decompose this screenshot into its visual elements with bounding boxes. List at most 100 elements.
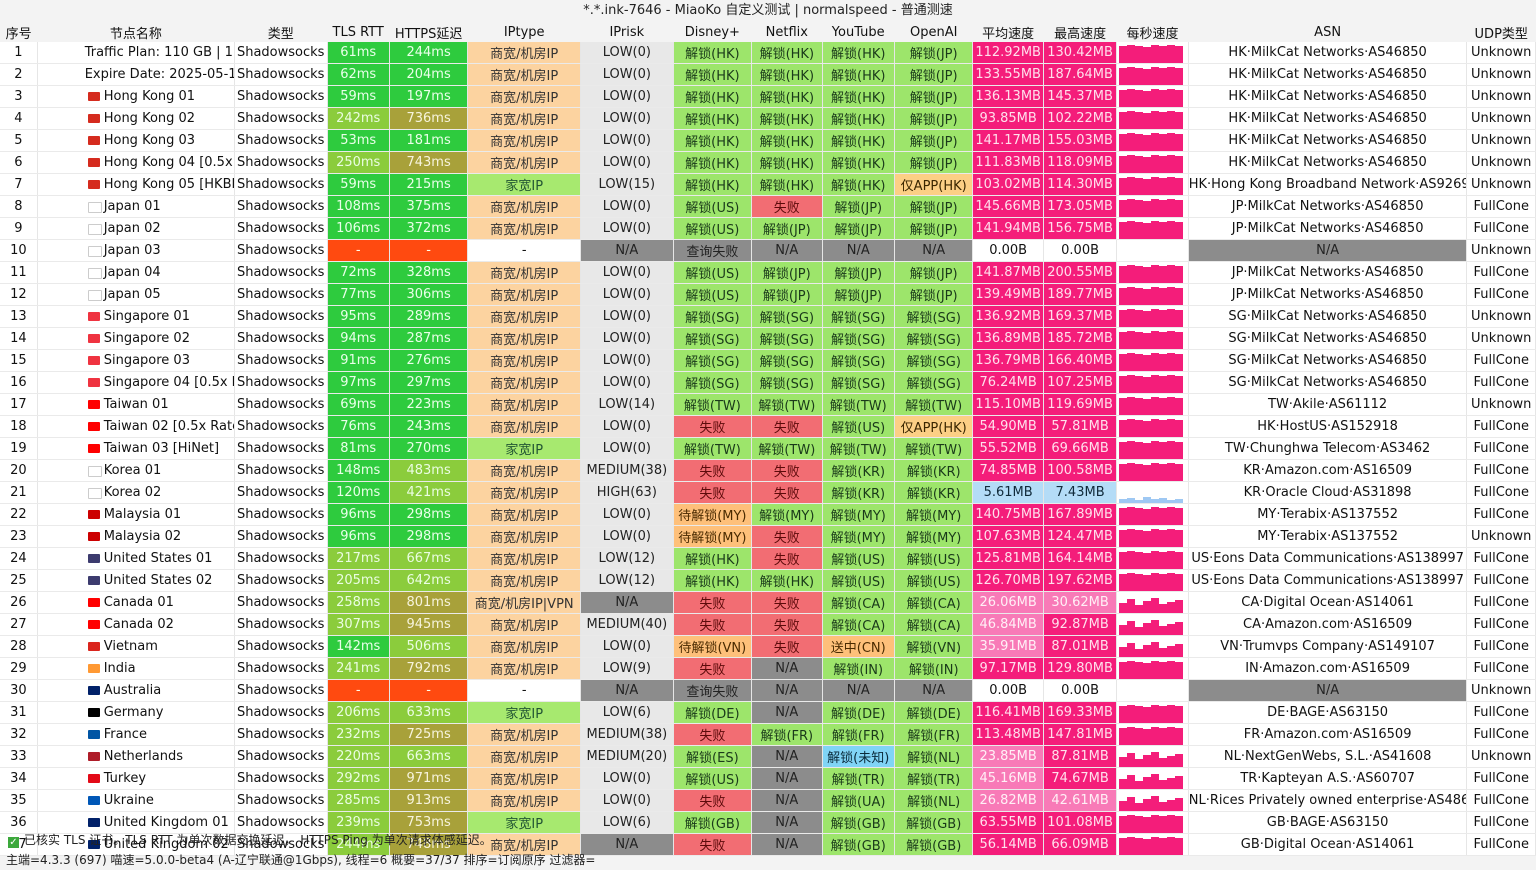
- flag-hk-icon: [87, 92, 100, 101]
- speed-sparkline-chart: [1119, 374, 1184, 393]
- table-row[interactable]: 34 Turkey Shadowsocks 292ms 971ms 商宽/机房IP LOW(…: [0, 767, 1536, 790]
- node-name-text: Expire Date: 2025-05-13: [84, 67, 235, 82]
- node-name-text: Taiwan 01: [103, 397, 169, 412]
- row-index: 27: [0, 613, 38, 636]
- speed-sparkline: [1116, 107, 1189, 130]
- column-header[interactable]: 每秒速度: [1116, 22, 1189, 42]
- sparkline-bar: [1143, 508, 1152, 525]
- table-row[interactable]: 7 Hong Kong 05 [HKBN] Shadowsocks 59ms 215ms…: [0, 173, 1536, 196]
- disney-status: 解锁(ES): [673, 745, 753, 768]
- table-row[interactable]: 21 Korea 02 Shadowsocks 120ms 421ms 商宽/机房IP HI…: [0, 481, 1536, 504]
- table-row[interactable]: 12 Japan 05 Shadowsocks 77ms 306ms 商宽/机房IP LOW…: [0, 283, 1536, 306]
- asn: US·Eons Data Communications·AS138997: [1188, 569, 1468, 592]
- table-row[interactable]: 1 Traffic Plan: 110 GB | 110 GBShadowsock…: [0, 42, 1536, 64]
- sparkline-bar: [1135, 604, 1144, 613]
- speed-sparkline-chart: [1119, 198, 1184, 217]
- table-row[interactable]: 32 France Shadowsocks 232ms 725ms 商宽/机房IP MEDI…: [0, 723, 1536, 746]
- node-name-text: Japan 05: [103, 287, 161, 302]
- column-header[interactable]: Disney+: [673, 22, 752, 42]
- node-type: Shadowsocks: [234, 613, 328, 636]
- tls-rtt: 59ms: [327, 85, 390, 108]
- table-row[interactable]: 28 Vietnam Shadowsocks 142ms 506ms 商宽/机房IP LOW…: [0, 635, 1536, 658]
- udp-type: FullCone: [1466, 789, 1536, 812]
- table-row[interactable]: 19 Taiwan 03 [HiNet] Shadowsocks 81ms 270ms 家…: [0, 437, 1536, 460]
- table-row[interactable]: 13 Singapore 01 Shadowsocks 95ms 289ms 商宽/机房I…: [0, 305, 1536, 328]
- column-header[interactable]: 序号: [0, 22, 38, 42]
- sparkline-bar: [1167, 777, 1176, 789]
- column-header[interactable]: YouTube: [822, 22, 895, 42]
- table-row[interactable]: 25 United States 02 Shadowsocks 205ms 642ms 商…: [0, 569, 1536, 592]
- table-row[interactable]: 20 Korea 01 Shadowsocks 148ms 483ms 商宽/机房IP ME…: [0, 459, 1536, 482]
- max-speed: 87.81MB: [1043, 745, 1118, 768]
- table-row[interactable]: 14 Singapore 02 Shadowsocks 94ms 287ms 商宽/机房I…: [0, 327, 1536, 350]
- table-row[interactable]: 26 Canada 01 Shadowsocks 258ms 801ms 商宽/机房IP|…: [0, 591, 1536, 614]
- column-header[interactable]: UDP类型: [1466, 22, 1536, 42]
- table-row[interactable]: 37United Kingdom 02Shadowsocks244ms748ms…: [0, 833, 1536, 856]
- speed-sparkline: [1116, 393, 1189, 416]
- table-row[interactable]: 35 Ukraine Shadowsocks 285ms 913ms 商宽/机房IP LOW…: [0, 789, 1536, 812]
- table-row[interactable]: 8 Japan 01 Shadowsocks 108ms 375ms 商宽/机房IP LOW…: [0, 195, 1536, 218]
- table-row[interactable]: 5 Hong Kong 03 Shadowsocks 53ms 181ms 商宽/机房IP…: [0, 129, 1536, 152]
- youtube-status: 解锁(HK): [822, 151, 895, 174]
- table-row[interactable]: 6 Hong Kong 04 [0.5x Rate]Shadowsocks250m…: [0, 151, 1536, 174]
- speed-sparkline: [1116, 239, 1189, 262]
- column-header[interactable]: IPtype: [467, 22, 581, 42]
- table-row[interactable]: 2 Expire Date: 2025-05-13 Shadowsocks 62ms 2…: [0, 63, 1536, 86]
- table-row[interactable]: 10 Japan 03 Shadowsocks - - - N/A 查询失败 N/A N/A N/A…: [0, 239, 1536, 262]
- table-row[interactable]: 33 Netherlands Shadowsocks 220ms 663ms 商宽/机房I…: [0, 745, 1536, 768]
- netflix-status: 解锁(SG): [751, 327, 823, 350]
- table-row[interactable]: 9 Japan 02 Shadowsocks 106ms 372ms 商宽/机房IP LOW…: [0, 217, 1536, 240]
- youtube-status: N/A: [822, 679, 895, 702]
- node-name-text: United States 02: [103, 573, 213, 588]
- table-row[interactable]: 4 Hong Kong 02 Shadowsocks 242ms 736ms 商宽/机房I…: [0, 107, 1536, 130]
- table-row[interactable]: 29 India Shadowsocks 241ms 792ms 商宽/机房IP LOW(9…: [0, 657, 1536, 680]
- column-header[interactable]: 类型: [234, 22, 327, 42]
- sparkline-bar: [1167, 499, 1176, 503]
- column-header[interactable]: 节点名称: [37, 22, 235, 42]
- tls-rtt: 91ms: [327, 349, 390, 372]
- youtube-status: 解锁(SG): [822, 349, 895, 372]
- tls-rtt: 81ms: [327, 437, 390, 460]
- youtube-status: 解锁(CA): [822, 613, 895, 636]
- column-header[interactable]: TLS RTT: [327, 22, 390, 42]
- table-row[interactable]: 27 Canada 02 Shadowsocks 307ms 945ms 商宽/机房IP M…: [0, 613, 1536, 636]
- https-latency: 483ms: [389, 459, 469, 482]
- table-row[interactable]: 31 Germany Shadowsocks 206ms 633ms 家宽IP LOW(6)…: [0, 701, 1536, 724]
- table-row[interactable]: 18 Taiwan 02 [0.5x Rate] Shadowsocks 76ms 24…: [0, 415, 1536, 438]
- youtube-status: 解锁(TR): [822, 767, 895, 790]
- table-row[interactable]: 36 United Kingdom 01 Shadowsocks 239ms 753ms…: [0, 811, 1536, 834]
- column-header[interactable]: IPrisk: [580, 22, 674, 42]
- node-name-text: Canada 02: [103, 617, 174, 632]
- youtube-status: 解锁(IN): [822, 657, 895, 680]
- table-row[interactable]: 24 United States 01 Shadowsocks 217ms 667ms 商…: [0, 547, 1536, 570]
- sparkline-bar: [1159, 727, 1168, 745]
- column-header[interactable]: HTTPS延迟: [389, 22, 468, 42]
- node-name-text: Hong Kong 02: [103, 111, 196, 126]
- column-header[interactable]: ASN: [1188, 22, 1467, 42]
- sparkline-bar: [1135, 648, 1144, 657]
- column-header[interactable]: Netflix: [751, 22, 823, 42]
- sparkline-bar: [1143, 662, 1152, 679]
- ip-risk: N/A: [580, 591, 674, 614]
- ip-type: 家宽IP: [467, 437, 582, 460]
- asn: KR·Oracle Cloud·AS31898: [1188, 481, 1468, 504]
- asn: JP·MilkCat Networks·AS46850: [1188, 195, 1468, 218]
- ip-type: 商宽/机房IP: [467, 327, 582, 350]
- table-row[interactable]: 17 Taiwan 01 Shadowsocks 69ms 223ms 商宽/机房IP LO…: [0, 393, 1536, 416]
- column-header[interactable]: 平均速度: [972, 22, 1044, 42]
- table-row[interactable]: 23 Malaysia 02 Shadowsocks 96ms 298ms 商宽/机房IP…: [0, 525, 1536, 548]
- ip-type: 商宽/机房IP: [467, 613, 582, 636]
- table-row[interactable]: 3 Hong Kong 01 Shadowsocks 59ms 197ms 商宽/机房IP…: [0, 85, 1536, 108]
- sparkline-bar: [1135, 780, 1144, 789]
- sparkline-bar: [1143, 754, 1152, 767]
- column-header[interactable]: OpenAI: [894, 22, 973, 42]
- table-row[interactable]: 30 Australia Shadowsocks - - - N/A 查询失败 N/A N/A N/…: [0, 679, 1536, 702]
- netflix-status: 解锁(HK): [751, 151, 823, 174]
- table-row[interactable]: 16 Singapore 04 [0.5x Rate]Shadowsocks97m…: [0, 371, 1536, 394]
- asn: NL·Rices Privately owned enterprise·AS48…: [1188, 789, 1468, 812]
- table-row[interactable]: 22 Malaysia 01 Shadowsocks 96ms 298ms 商宽/机房IP…: [0, 503, 1536, 526]
- table-row[interactable]: 15 Singapore 03 Shadowsocks 91ms 276ms 商宽/机房I…: [0, 349, 1536, 372]
- column-header[interactable]: 最高速度: [1043, 22, 1117, 42]
- table-row[interactable]: 11 Japan 04 Shadowsocks 72ms 328ms 商宽/机房IP LOW…: [0, 261, 1536, 284]
- netflix-status: 失败: [751, 613, 823, 636]
